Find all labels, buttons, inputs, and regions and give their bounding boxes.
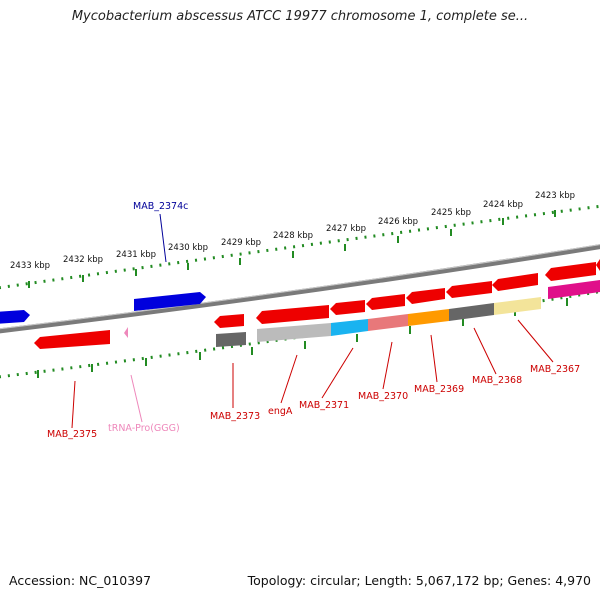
feature-block[interactable] bbox=[408, 309, 449, 326]
gene-label-mab2373[interactable]: MAB_2373 bbox=[210, 411, 260, 422]
gene-label-mab2375[interactable]: MAB_2375 bbox=[47, 429, 97, 440]
feature-block[interactable] bbox=[494, 297, 541, 315]
feature-block[interactable] bbox=[257, 323, 331, 342]
gene-arrow-mab2373[interactable] bbox=[214, 314, 244, 328]
gene-label-mab2370[interactable]: MAB_2370 bbox=[358, 391, 408, 402]
gene-arrow-enga[interactable] bbox=[256, 305, 329, 324]
scale-label: 2433 kbp bbox=[10, 261, 50, 271]
trna-marker[interactable] bbox=[124, 327, 128, 338]
gene-arrow-mab2369[interactable] bbox=[406, 288, 445, 304]
feature-block[interactable] bbox=[216, 332, 246, 347]
gene-arrow-mab2368[interactable] bbox=[446, 281, 492, 298]
outer-major-ticks bbox=[28, 210, 556, 288]
feature-blocks bbox=[216, 280, 600, 347]
genome-backbone bbox=[0, 244, 600, 334]
outer-scale-track bbox=[0, 204, 600, 290]
gene-arrow-mab2371[interactable] bbox=[330, 300, 365, 315]
feature-block[interactable] bbox=[548, 280, 600, 299]
gene-arrow-mab2366[interactable] bbox=[545, 262, 596, 281]
scale-label: 2425 kbp bbox=[431, 208, 471, 218]
forward-genes bbox=[0, 292, 206, 324]
gene-arrow-partial[interactable] bbox=[596, 259, 600, 271]
feature-block[interactable] bbox=[368, 314, 408, 331]
scale-label: 2431 kbp bbox=[116, 250, 156, 260]
scale-label: 2432 kbp bbox=[63, 255, 103, 265]
accession-label: Accession: NC_010397 bbox=[9, 573, 152, 588]
topology-summary: Topology: circular; Length: 5,067,172 bp… bbox=[247, 573, 591, 588]
scale-label: 2429 kbp bbox=[221, 238, 261, 248]
gene-label-mab2367[interactable]: MAB_2367 bbox=[530, 364, 580, 375]
scale-label: 2423 kbp bbox=[535, 191, 575, 201]
reverse-genes-row bbox=[214, 259, 600, 328]
feature-block[interactable] bbox=[331, 319, 368, 336]
scale-label: 2428 kbp bbox=[273, 231, 313, 241]
scale-label: 2426 kbp bbox=[378, 217, 418, 227]
gene-arrow-mab2375[interactable] bbox=[34, 330, 110, 349]
gene-arrow-mab2374c[interactable] bbox=[134, 292, 206, 311]
gene-label-mab2369[interactable]: MAB_2369 bbox=[414, 384, 464, 395]
scale-label: 2427 kbp bbox=[326, 224, 366, 234]
gene-label-mab2368[interactable]: MAB_2368 bbox=[472, 375, 522, 386]
gene-label-enga[interactable]: engA bbox=[268, 406, 293, 417]
scale-label: 2430 kbp bbox=[168, 243, 208, 253]
map-title: Mycobacterium abscessus ATCC 19977 chrom… bbox=[71, 9, 529, 24]
gene-label-mab2374c[interactable]: MAB_2374c bbox=[133, 201, 188, 212]
gene-label-mab2371[interactable]: MAB_2371 bbox=[299, 400, 349, 411]
gene-label-trna[interactable]: tRNA-Pro(GGG) bbox=[108, 423, 180, 434]
gene-arrow-mab2370[interactable] bbox=[366, 294, 405, 310]
label-leaders bbox=[71, 213, 554, 429]
gene-arrow-mab2367[interactable] bbox=[492, 273, 538, 291]
scale-label: 2424 kbp bbox=[483, 200, 523, 210]
feature-block[interactable] bbox=[449, 303, 494, 321]
gene-arrow-forward[interactable] bbox=[0, 310, 30, 324]
